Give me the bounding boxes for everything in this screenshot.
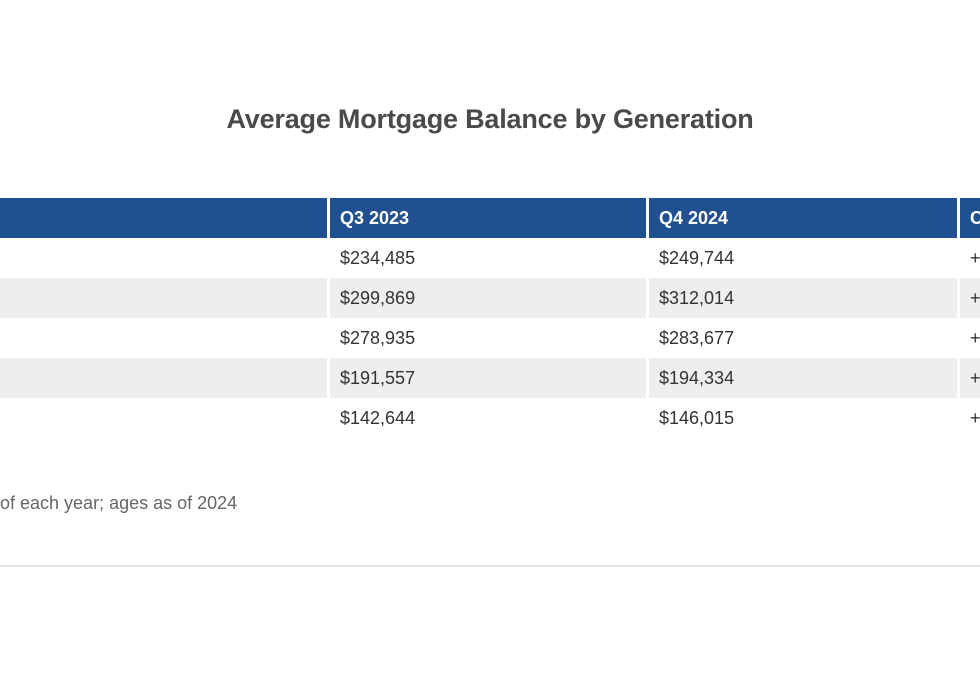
table-row: $234,485 $249,744 + bbox=[0, 238, 980, 278]
page-title: Average Mortgage Balance by Generation bbox=[226, 104, 754, 135]
mortgage-balance-table: Q3 2023 Q4 2024 C $234,485 $249,744 + $2… bbox=[0, 198, 980, 438]
q4-balance-cell: $283,677 bbox=[646, 318, 957, 358]
col-header-generation bbox=[0, 198, 327, 238]
generation-cell bbox=[0, 358, 327, 398]
mortgage-balance-table-wrapper: Q3 2023 Q4 2024 C $234,485 $249,744 + $2… bbox=[0, 198, 980, 438]
q3-balance-cell: $234,485 bbox=[327, 238, 646, 278]
col-header-q3-2023: Q3 2023 bbox=[327, 198, 646, 238]
q3-balance-cell: $191,557 bbox=[327, 358, 646, 398]
table-row: $142,644 $146,015 + bbox=[0, 398, 980, 438]
generation-cell bbox=[0, 398, 327, 438]
q4-balance-cell: $312,014 bbox=[646, 278, 957, 318]
generation-cell bbox=[0, 278, 327, 318]
table-row: $191,557 $194,334 + bbox=[0, 358, 980, 398]
col-header-change: C bbox=[957, 198, 980, 238]
q4-balance-cell: $194,334 bbox=[646, 358, 957, 398]
table-header-row: Q3 2023 Q4 2024 C bbox=[0, 198, 980, 238]
change-cell: + bbox=[957, 358, 980, 398]
col-header-q4-2024: Q4 2024 bbox=[646, 198, 957, 238]
q4-balance-cell: $146,015 bbox=[646, 398, 957, 438]
generation-cell bbox=[0, 318, 327, 358]
change-cell: + bbox=[957, 238, 980, 278]
table-row: $299,869 $312,014 + bbox=[0, 278, 980, 318]
q4-balance-cell: $249,744 bbox=[646, 238, 957, 278]
change-cell: + bbox=[957, 398, 980, 438]
q3-balance-cell: $278,935 bbox=[327, 318, 646, 358]
source-footnote: of each year; ages as of 2024 bbox=[0, 493, 238, 513]
q3-balance-cell: $299,869 bbox=[327, 278, 646, 318]
change-cell: + bbox=[957, 318, 980, 358]
horizontal-divider bbox=[0, 565, 980, 567]
table-row: $278,935 $283,677 + bbox=[0, 318, 980, 358]
q3-balance-cell: $142,644 bbox=[327, 398, 646, 438]
generation-cell bbox=[0, 238, 327, 278]
change-cell: + bbox=[957, 278, 980, 318]
